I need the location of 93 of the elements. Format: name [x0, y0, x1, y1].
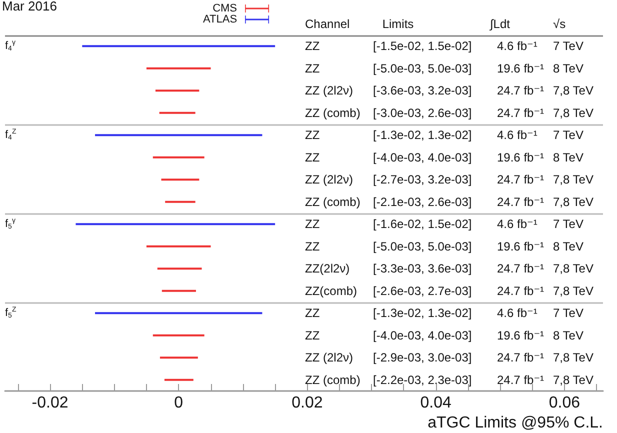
annotation: [-2.9e-03, 3.0e-03] — [373, 350, 472, 365]
bar — [152, 334, 204, 336]
annotation: 24.7 fb⁻¹ — [497, 284, 544, 298]
annotation: 19.6 fb⁻¹ — [497, 239, 544, 254]
bar — [165, 200, 196, 203]
annotation: 7,8 TeV — [553, 372, 594, 387]
annotation: [-5.0e-03, 5.0e-03] — [373, 61, 472, 76]
annotation: ZZ — [305, 39, 320, 54]
x-tick-label: -0.02 — [32, 394, 68, 412]
annotation: 7,8 TeV — [553, 284, 594, 298]
annotation: ZZ(2l2ν) — [305, 262, 350, 276]
annotation: ZZ (comb) — [305, 372, 360, 387]
annotation: ZZ — [305, 61, 320, 76]
annotation: 7 TeV — [553, 306, 584, 320]
text: Limits — [382, 17, 414, 31]
annotation: ZZ — [305, 306, 320, 320]
annotation: 19.6 fb⁻¹ — [497, 61, 544, 76]
annotation: [-2.1e-03, 2.6e-03] — [373, 194, 472, 209]
text: Channel — [305, 17, 350, 31]
annotation: [-3.0e-03, 2.6e-03] — [373, 106, 472, 120]
annotation: ZZ — [305, 239, 320, 254]
x-tick-label: 0.02 — [292, 394, 323, 412]
annotation: ZZ (2l2ν) — [305, 172, 354, 187]
annotation: [-2.6e-03, 2.7e-03] — [373, 284, 472, 298]
annotation: ZZ — [305, 128, 320, 142]
annotation: [-1.6e-02, 1.5e-02] — [373, 217, 472, 232]
legend-label: ATLAS — [203, 14, 238, 26]
annotation: 24.7 fb⁻¹ — [497, 372, 544, 387]
bar — [160, 356, 198, 359]
annotation: 24.7 fb⁻¹ — [497, 350, 544, 365]
annotation: 19.6 fb⁻¹ — [497, 328, 544, 342]
annotation: ZZ (comb) — [305, 194, 360, 209]
annotation: 8 TeV — [553, 150, 584, 164]
annotation: 7,8 TeV — [553, 194, 594, 209]
annotation: ZZ (2l2ν) — [305, 84, 354, 98]
annotation: [-3.6e-03, 3.2e-03] — [373, 84, 472, 98]
annotation: 7,8 TeV — [553, 262, 594, 276]
x-tick-label: 0.04 — [420, 394, 452, 412]
legend-label: CMS — [212, 2, 238, 14]
annotation: 7 TeV — [553, 217, 584, 232]
bar — [155, 90, 200, 92]
annotation: [-2.7e-03, 3.2e-03] — [373, 172, 472, 187]
annotation: 4.6 fb⁻¹ — [497, 306, 538, 320]
annotation: ZZ (2l2ν) — [305, 350, 354, 365]
annotation: 7,8 TeV — [553, 350, 594, 365]
annotation: [-3.3e-03, 3.6e-03] — [373, 262, 472, 276]
text: ∫Ldt — [489, 17, 511, 31]
bar — [162, 290, 196, 292]
annotation: ZZ — [305, 217, 320, 232]
bar — [95, 134, 262, 136]
annotation: [-1.5e-02, 1.5e-02] — [373, 39, 472, 54]
annotation: ZZ (comb) — [305, 106, 360, 120]
annotation: ZZ(comb) — [305, 284, 357, 298]
annotation: 24.7 fb⁻¹ — [497, 84, 544, 98]
annotation: 8 TeV — [553, 239, 584, 254]
bar — [159, 112, 196, 114]
bar — [95, 312, 262, 314]
annotation: ZZ — [305, 150, 320, 164]
bar — [157, 268, 202, 270]
annotation: 8 TeV — [553, 328, 584, 342]
bar — [146, 67, 211, 70]
annotation: 24.7 fb⁻¹ — [497, 262, 544, 276]
annotation: 7 TeV — [553, 39, 584, 54]
annotation: 24.7 fb⁻¹ — [497, 172, 544, 187]
annotation: [-5.0e-03, 5.0e-03] — [373, 239, 472, 254]
annotation: [-1.3e-02, 1.3e-02] — [373, 306, 472, 320]
text: aTGC Limits @95% C.L. — [428, 414, 603, 432]
bar — [164, 378, 194, 381]
annotation: 7,8 TeV — [553, 172, 594, 187]
annotation: 4.6 fb⁻¹ — [497, 217, 538, 232]
annotation: 19.6 fb⁻¹ — [497, 150, 544, 164]
annotation: 24.7 fb⁻¹ — [497, 194, 544, 209]
annotation: 8 TeV — [553, 61, 584, 76]
annotation: [-4.0e-03, 4.0e-03] — [373, 328, 472, 342]
annotation: 7,8 TeV — [553, 106, 594, 120]
text: √s — [553, 17, 566, 31]
annotation: [-2.2e-03, 2.3e-03] — [373, 372, 472, 387]
annotation: 24.7 fb⁻¹ — [497, 106, 544, 120]
annotation: 4.6 fb⁻¹ — [497, 128, 538, 142]
annotation: 7,8 TeV — [553, 84, 594, 98]
bar — [161, 178, 200, 181]
bar — [82, 45, 276, 48]
text: Mar 2016 — [2, 0, 57, 14]
annotation: 7 TeV — [553, 128, 584, 142]
annotation: 4.6 fb⁻¹ — [497, 39, 538, 54]
annotation: [-4.0e-03, 4.0e-03] — [373, 150, 472, 164]
x-tick-label: 0 — [174, 394, 184, 412]
annotation: ZZ — [305, 328, 320, 342]
bar — [152, 156, 204, 158]
bar — [146, 245, 211, 248]
x-tick-label: 0.06 — [548, 394, 580, 412]
bar — [76, 223, 276, 226]
annotation: [-1.3e-02, 1.3e-02] — [373, 128, 472, 142]
